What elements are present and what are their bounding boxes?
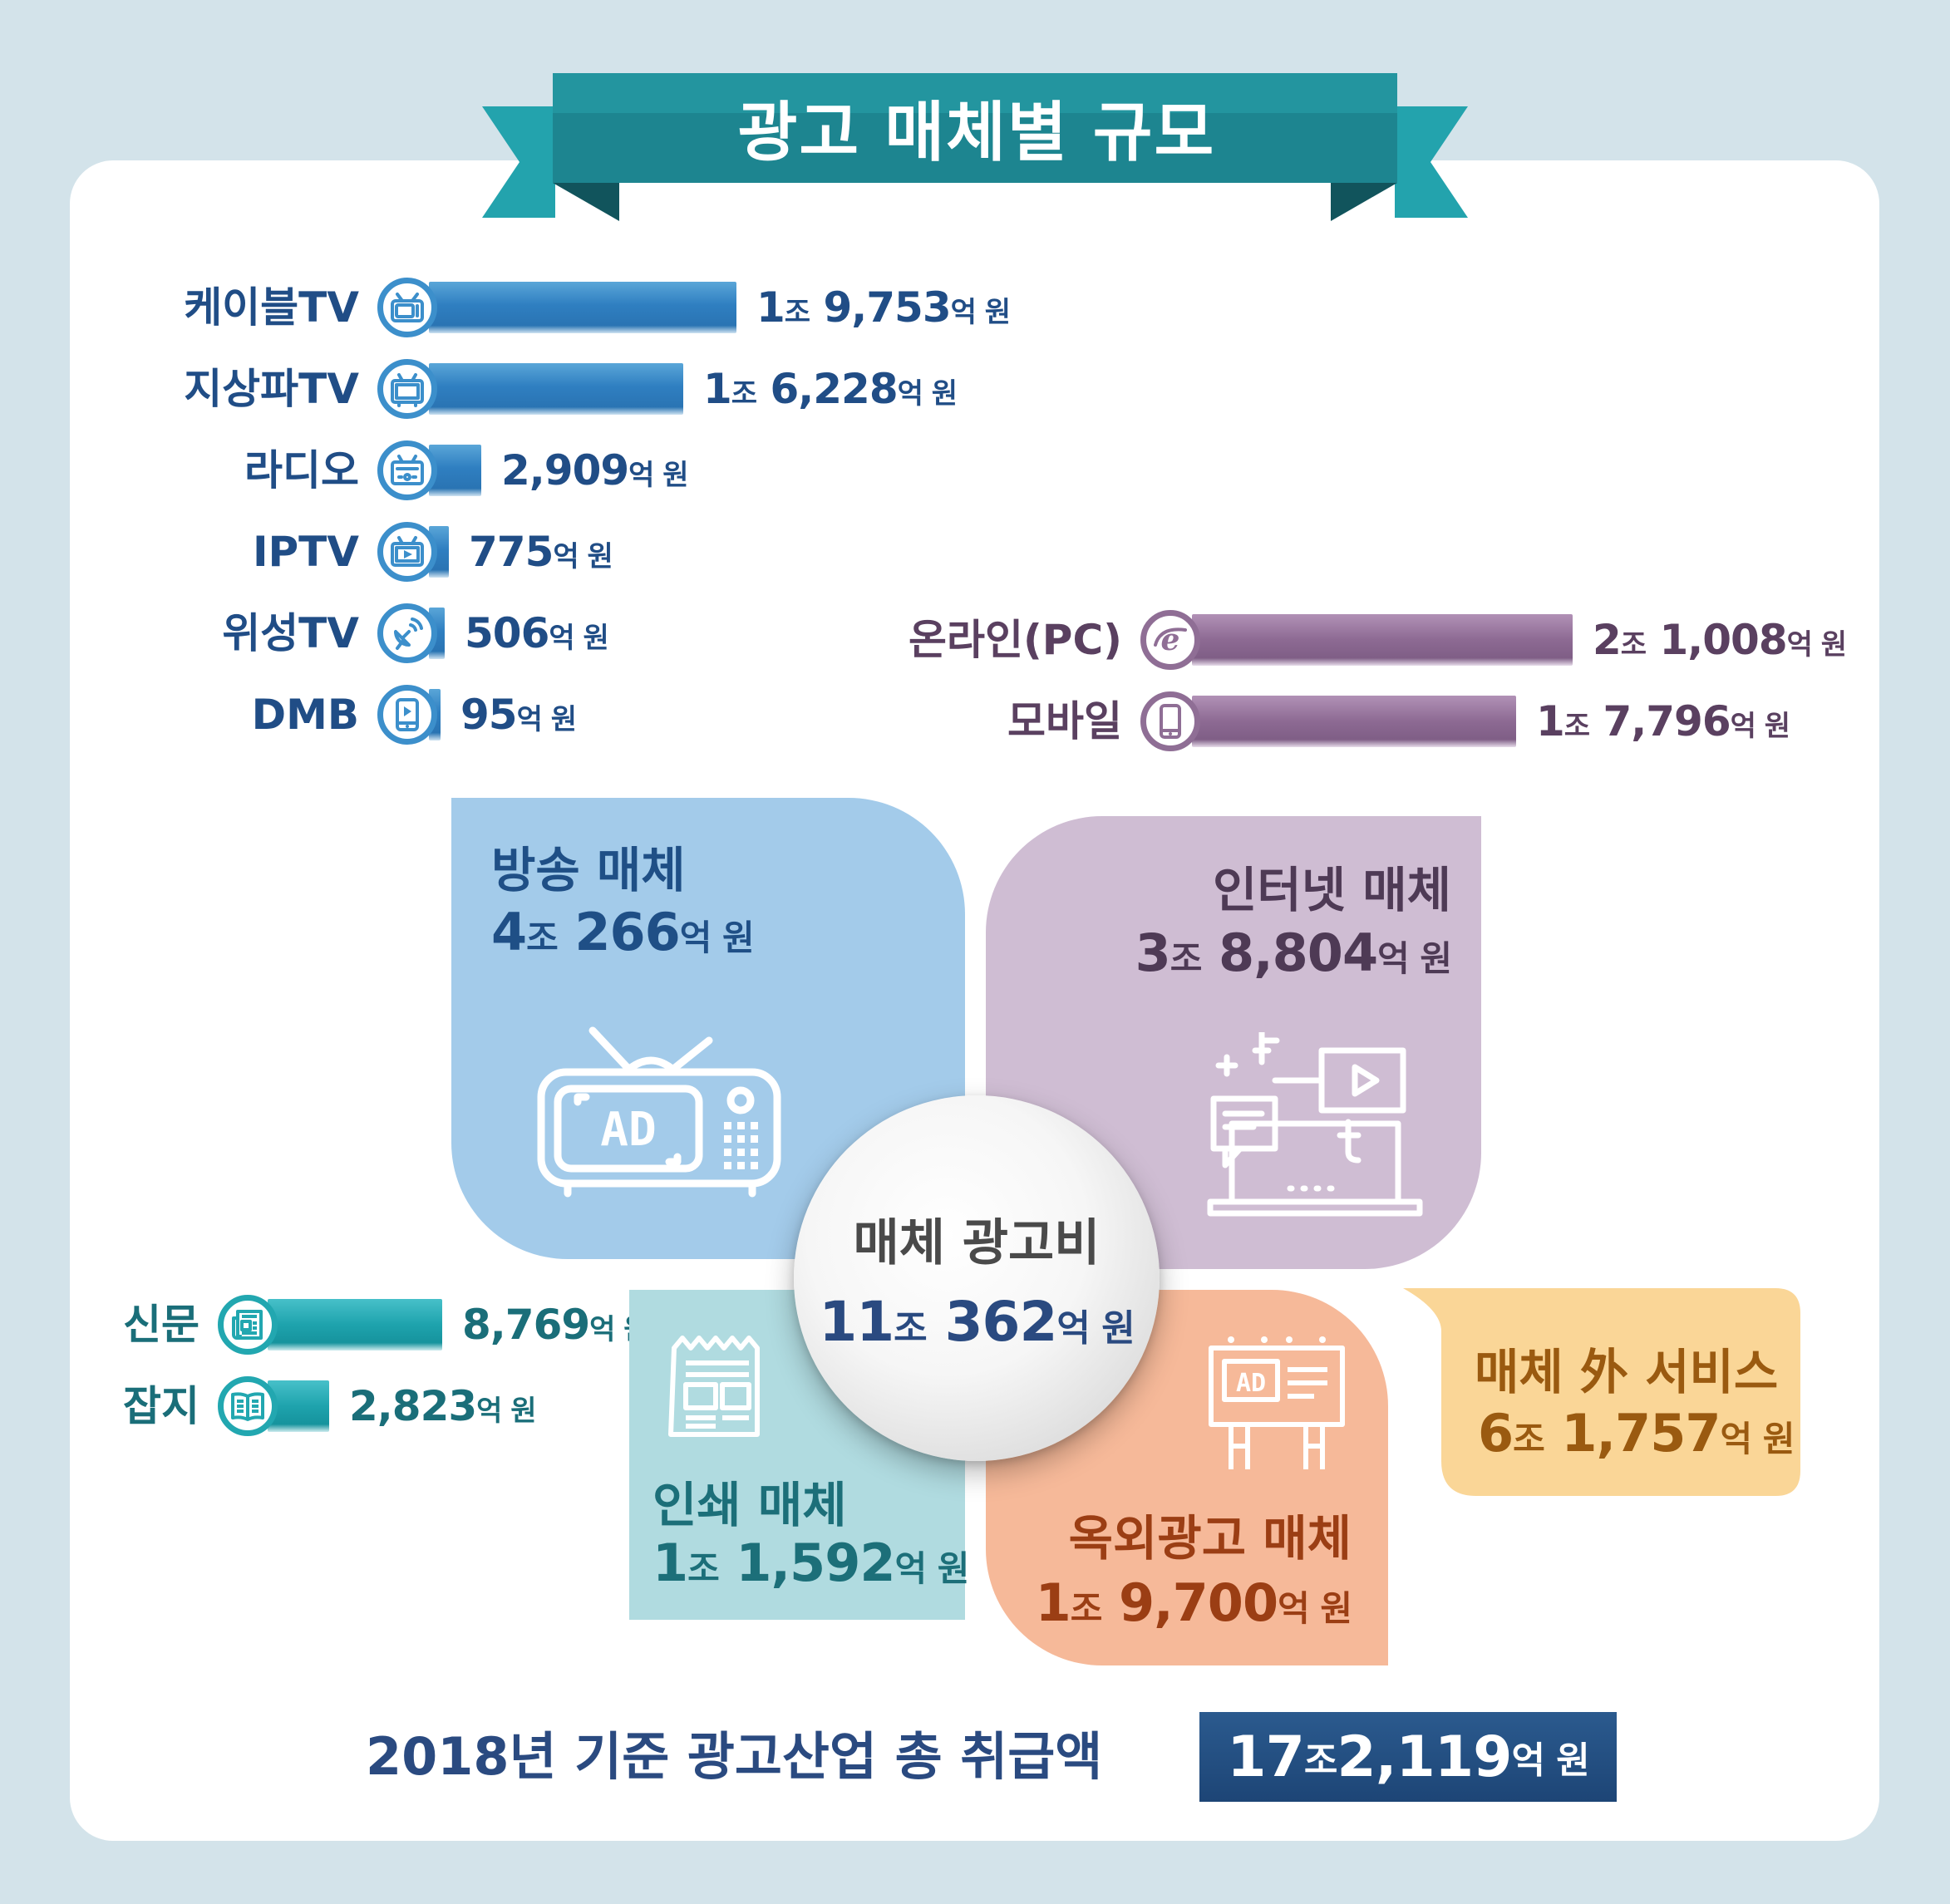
smartphone-icon bbox=[1140, 691, 1200, 751]
ad-tv-icon: AD bbox=[537, 1026, 781, 1198]
bar-label: 신문 bbox=[123, 1301, 199, 1349]
category-title: 매체 外 서비스 bbox=[1475, 1344, 1779, 1400]
bar-label: IPTV bbox=[252, 528, 359, 576]
newspaper-icon bbox=[218, 1295, 278, 1355]
broadcast-category: 방송 매체 4조 266억 원 AD bbox=[451, 798, 965, 1259]
bar-label: 케이블TV bbox=[184, 283, 359, 332]
bar-value-label: 1조 7,796억 원 bbox=[1536, 697, 1790, 745]
category-title: 인쇄 매체 bbox=[652, 1477, 847, 1533]
bar bbox=[1192, 696, 1516, 747]
category-amount: 6조 1,757억 원 bbox=[1478, 1403, 1795, 1464]
category-title: 인터넷 매체 bbox=[1213, 862, 1451, 918]
bar-label: 모바일 bbox=[1007, 697, 1122, 745]
bar-label: 위성TV bbox=[222, 609, 359, 657]
bar-value-label: 95억 원 bbox=[460, 691, 577, 739]
category-amount: 4조 266억 원 bbox=[491, 902, 755, 962]
page-title: 광고 매체별 규모 bbox=[737, 96, 1216, 170]
bar bbox=[268, 1299, 442, 1351]
satellite-dish-icon bbox=[377, 603, 437, 663]
tv-play-icon bbox=[377, 522, 437, 582]
category-amount: 3조 8,804억 원 bbox=[1135, 922, 1452, 983]
bar-value-label: 2조 1,008억 원 bbox=[1593, 616, 1847, 664]
bar-label: 라디오 bbox=[244, 446, 359, 494]
bar-label: 온라인(PC) bbox=[908, 616, 1122, 664]
bar-value-label: 2,909억 원 bbox=[501, 446, 689, 494]
laptop-social-icon bbox=[1207, 1032, 1423, 1217]
tv-icon bbox=[377, 359, 437, 419]
non-media-service-category: 매체 外 서비스 6조 1,757억 원 bbox=[1403, 1288, 1800, 1496]
speech-bubble-shape bbox=[1403, 1288, 1800, 1496]
svg-text:AD: AD bbox=[600, 1103, 656, 1157]
billboard-icon: AD bbox=[1209, 1336, 1345, 1469]
bar-label: 잡지 bbox=[123, 1382, 199, 1430]
bar-value-label: 1조 6,228억 원 bbox=[703, 365, 958, 413]
radio-icon bbox=[377, 440, 437, 500]
bar-value-label: 775억 원 bbox=[469, 528, 613, 576]
newspaper-icon bbox=[668, 1336, 760, 1437]
bar bbox=[1192, 614, 1573, 666]
bar bbox=[429, 445, 481, 496]
svg-text:AD: AD bbox=[1236, 1369, 1266, 1398]
bar bbox=[429, 363, 683, 415]
svg-text:e: e bbox=[1161, 622, 1180, 657]
bar-label: DMB bbox=[251, 691, 359, 739]
bar-value-label: 1조 9,753억 원 bbox=[756, 283, 1011, 332]
bar bbox=[268, 1380, 329, 1432]
title-ribbon bbox=[482, 73, 1468, 221]
mobile-play-icon bbox=[377, 685, 437, 745]
bar-value-label: 506억 원 bbox=[465, 609, 609, 657]
bar-value-label: 2,823억 원 bbox=[349, 1382, 537, 1430]
bar-label: 지상파TV bbox=[184, 365, 359, 413]
magazine-icon bbox=[218, 1376, 278, 1436]
category-title: 방송 매체 bbox=[491, 842, 686, 898]
bar bbox=[429, 282, 736, 333]
total-label: 2018년 기준 광고산업 총 취급액 bbox=[366, 1726, 1103, 1787]
tv-antenna-icon bbox=[377, 278, 437, 337]
total-amount-box: 17 조 2,119 억 원 bbox=[1199, 1712, 1617, 1802]
content-card bbox=[70, 160, 1879, 1841]
category-amount: 1조 1,592억 원 bbox=[652, 1533, 969, 1593]
center-amount: 11조 362억 원 bbox=[819, 1290, 1135, 1354]
bar-value-label: 8,769억 원 bbox=[462, 1301, 650, 1349]
category-amount: 1조 9,700억 원 bbox=[1035, 1572, 1352, 1633]
center-title: 매체 광고비 bbox=[853, 1214, 1101, 1272]
total-media-ad-spend-circle: 매체 광고비 11조 362억 원 bbox=[794, 1095, 1160, 1461]
browser-e-icon: e bbox=[1140, 610, 1200, 670]
category-title: 옥외광고 매체 bbox=[1068, 1510, 1352, 1567]
